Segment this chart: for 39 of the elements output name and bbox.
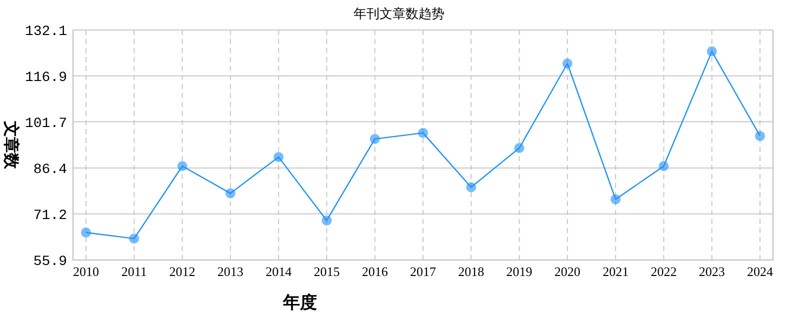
point [514, 143, 524, 154]
y-tick-label: 116.9 [24, 70, 67, 86]
x-tick-label: 2022 [650, 264, 677, 279]
x-tick-label: 2017 [410, 264, 436, 279]
x-tick-label: 2014 [266, 264, 292, 279]
x-tick-label: 2021 [602, 264, 629, 279]
x-tick-label: 2012 [169, 264, 196, 279]
point [755, 130, 765, 141]
y-tick-label: 101.7 [24, 116, 67, 132]
x-axis-title: 年度 [282, 293, 317, 313]
point [658, 161, 669, 172]
point [322, 215, 332, 226]
y-axis-title: 文章数 [2, 120, 21, 170]
point [370, 134, 380, 144]
point [562, 58, 572, 69]
point [418, 128, 428, 138]
point [274, 152, 284, 162]
x-tick-label: 2013 [217, 264, 244, 279]
x-tick-label: 2011 [121, 264, 147, 279]
x-tick-label: 2024 [747, 264, 774, 279]
x-tick-label: 2019 [506, 264, 532, 279]
point [706, 46, 717, 56]
point [610, 194, 621, 204]
point [466, 182, 476, 192]
x-tick-label: 2023 [698, 264, 725, 279]
y-tick-label: 86.4 [33, 162, 67, 178]
x-tick-label: 2016 [362, 264, 388, 279]
point [225, 188, 236, 198]
point [81, 228, 91, 238]
x-tick-label: 2015 [314, 264, 340, 279]
y-tick-label: 55.9 [33, 254, 67, 270]
chart-title: 年刊文章数趋势 [354, 7, 444, 22]
x-tick-label: 2020 [554, 264, 580, 279]
point [129, 234, 140, 244]
y-tick-label: 132.1 [24, 24, 67, 40]
x-tick-label: 2018 [458, 264, 484, 279]
y-tick-label: 71.2 [33, 208, 67, 224]
x-tick-label: 2010 [73, 264, 99, 279]
point [177, 161, 188, 172]
